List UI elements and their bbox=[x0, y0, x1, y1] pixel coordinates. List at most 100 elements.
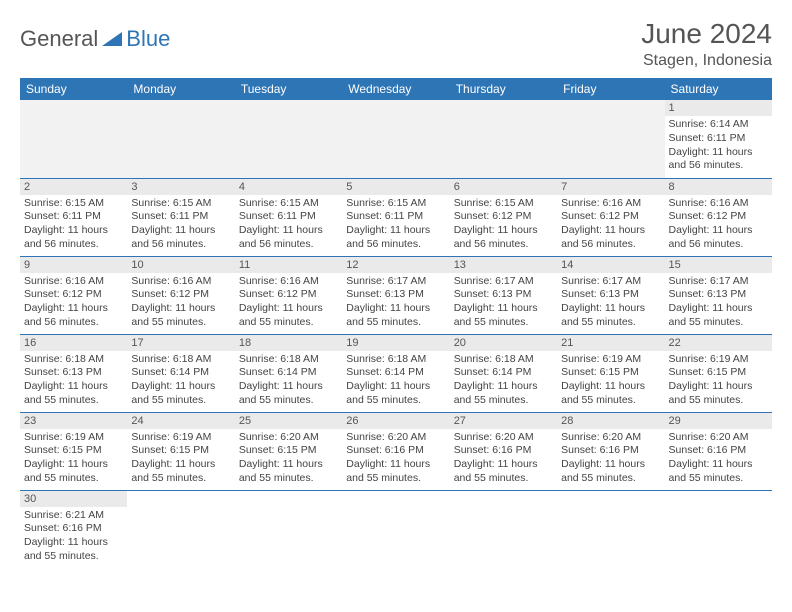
day-number: 13 bbox=[450, 257, 557, 273]
sunset-text: Sunset: 6:16 PM bbox=[24, 522, 123, 536]
daylight-text: Daylight: 11 hours and 56 minutes. bbox=[239, 224, 338, 251]
sunrise-text: Sunrise: 6:15 AM bbox=[454, 197, 553, 211]
location-label: Stagen, Indonesia bbox=[641, 52, 772, 70]
brand-logo: GeneralBlue bbox=[20, 26, 170, 52]
daylight-text: Daylight: 11 hours and 55 minutes. bbox=[24, 536, 123, 563]
calendar-cell: 24Sunrise: 6:19 AMSunset: 6:15 PMDayligh… bbox=[127, 412, 234, 490]
day-number: 7 bbox=[557, 179, 664, 195]
daylight-text: Daylight: 11 hours and 55 minutes. bbox=[346, 458, 445, 485]
sunrise-text: Sunrise: 6:16 AM bbox=[239, 275, 338, 289]
calendar-cell: 19Sunrise: 6:18 AMSunset: 6:14 PMDayligh… bbox=[342, 334, 449, 412]
sunrise-text: Sunrise: 6:14 AM bbox=[669, 118, 768, 132]
sunrise-text: Sunrise: 6:21 AM bbox=[24, 509, 123, 523]
day-number: 30 bbox=[20, 491, 127, 507]
calendar-row: 2Sunrise: 6:15 AMSunset: 6:11 PMDaylight… bbox=[20, 178, 772, 256]
sunset-text: Sunset: 6:16 PM bbox=[669, 444, 768, 458]
sunrise-text: Sunrise: 6:20 AM bbox=[346, 431, 445, 445]
calendar-cell: 1Sunrise: 6:14 AMSunset: 6:11 PMDaylight… bbox=[665, 100, 772, 178]
calendar-cell-empty bbox=[342, 490, 449, 568]
sunset-text: Sunset: 6:13 PM bbox=[561, 288, 660, 302]
calendar-cell: 26Sunrise: 6:20 AMSunset: 6:16 PMDayligh… bbox=[342, 412, 449, 490]
calendar-cell: 25Sunrise: 6:20 AMSunset: 6:15 PMDayligh… bbox=[235, 412, 342, 490]
sunset-text: Sunset: 6:15 PM bbox=[239, 444, 338, 458]
sunset-text: Sunset: 6:11 PM bbox=[239, 210, 338, 224]
sunset-text: Sunset: 6:12 PM bbox=[669, 210, 768, 224]
calendar-cell: 23Sunrise: 6:19 AMSunset: 6:15 PMDayligh… bbox=[20, 412, 127, 490]
calendar-row: 30 Sunrise: 6:21 AMSunset: 6:16 PMDayligh… bbox=[20, 490, 772, 568]
sunset-text: Sunset: 6:14 PM bbox=[346, 366, 445, 380]
sunrise-text: Sunrise: 6:19 AM bbox=[24, 431, 123, 445]
day-number: 5 bbox=[342, 179, 449, 195]
calendar-cell: 17Sunrise: 6:18 AMSunset: 6:14 PMDayligh… bbox=[127, 334, 234, 412]
calendar-cell-empty bbox=[127, 490, 234, 568]
sunrise-text: Sunrise: 6:16 AM bbox=[561, 197, 660, 211]
daylight-text: Daylight: 11 hours and 55 minutes. bbox=[669, 302, 768, 329]
sunrise-text: Sunrise: 6:18 AM bbox=[454, 353, 553, 367]
sunrise-text: Sunrise: 6:16 AM bbox=[131, 275, 230, 289]
daylight-text: Daylight: 11 hours and 56 minutes. bbox=[131, 224, 230, 251]
day-number: 16 bbox=[20, 335, 127, 351]
calendar-cell: 2Sunrise: 6:15 AMSunset: 6:11 PMDaylight… bbox=[20, 178, 127, 256]
daylight-text: Daylight: 11 hours and 55 minutes. bbox=[454, 302, 553, 329]
day-number: 22 bbox=[665, 335, 772, 351]
day-number: 25 bbox=[235, 413, 342, 429]
sunset-text: Sunset: 6:11 PM bbox=[669, 132, 768, 146]
sunrise-text: Sunrise: 6:19 AM bbox=[131, 431, 230, 445]
day-number: 27 bbox=[450, 413, 557, 429]
sunset-text: Sunset: 6:11 PM bbox=[24, 210, 123, 224]
calendar-row: 1Sunrise: 6:14 AMSunset: 6:11 PMDaylight… bbox=[20, 100, 772, 178]
sunrise-text: Sunrise: 6:17 AM bbox=[454, 275, 553, 289]
brand-part1: General bbox=[20, 26, 98, 52]
calendar-cell: 10 Sunrise: 6:16 AMSunset: 6:12 PMDayligh… bbox=[127, 256, 234, 334]
daylight-text: Daylight: 11 hours and 56 minutes. bbox=[669, 146, 768, 173]
calendar-row: 23Sunrise: 6:19 AMSunset: 6:15 PMDayligh… bbox=[20, 412, 772, 490]
sunrise-text: Sunrise: 6:17 AM bbox=[561, 275, 660, 289]
sunrise-text: Sunrise: 6:16 AM bbox=[24, 275, 123, 289]
daylight-text: Daylight: 11 hours and 55 minutes. bbox=[346, 380, 445, 407]
daylight-text: Daylight: 11 hours and 55 minutes. bbox=[669, 458, 768, 485]
sunset-text: Sunset: 6:15 PM bbox=[131, 444, 230, 458]
daylight-text: Daylight: 11 hours and 55 minutes. bbox=[454, 380, 553, 407]
sunset-text: Sunset: 6:13 PM bbox=[669, 288, 768, 302]
sunrise-text: Sunrise: 6:15 AM bbox=[239, 197, 338, 211]
sunrise-text: Sunrise: 6:20 AM bbox=[239, 431, 338, 445]
calendar-cell: 12Sunrise: 6:17 AMSunset: 6:13 PMDayligh… bbox=[342, 256, 449, 334]
day-number: 20 bbox=[450, 335, 557, 351]
sunrise-text: Sunrise: 6:16 AM bbox=[669, 197, 768, 211]
daylight-text: Daylight: 11 hours and 55 minutes. bbox=[131, 302, 230, 329]
sunset-text: Sunset: 6:15 PM bbox=[669, 366, 768, 380]
weekday-header: Wednesday bbox=[342, 78, 449, 100]
sunrise-text: Sunrise: 6:17 AM bbox=[346, 275, 445, 289]
daylight-text: Daylight: 11 hours and 55 minutes. bbox=[669, 380, 768, 407]
daylight-text: Daylight: 11 hours and 55 minutes. bbox=[239, 302, 338, 329]
sunset-text: Sunset: 6:16 PM bbox=[561, 444, 660, 458]
daylight-text: Daylight: 11 hours and 55 minutes. bbox=[561, 302, 660, 329]
calendar-cell: 18Sunrise: 6:18 AMSunset: 6:14 PMDayligh… bbox=[235, 334, 342, 412]
day-number: 6 bbox=[450, 179, 557, 195]
sail-icon bbox=[102, 30, 124, 48]
weekday-header: Monday bbox=[127, 78, 234, 100]
daylight-text: Daylight: 11 hours and 55 minutes. bbox=[24, 458, 123, 485]
daylight-text: Daylight: 11 hours and 55 minutes. bbox=[131, 380, 230, 407]
calendar-cell: 21Sunrise: 6:19 AMSunset: 6:15 PMDayligh… bbox=[557, 334, 664, 412]
daylight-text: Daylight: 11 hours and 55 minutes. bbox=[239, 380, 338, 407]
calendar-cell: 13Sunrise: 6:17 AMSunset: 6:13 PMDayligh… bbox=[450, 256, 557, 334]
daylight-text: Daylight: 11 hours and 55 minutes. bbox=[561, 458, 660, 485]
day-number: 10 bbox=[127, 257, 234, 273]
daylight-text: Daylight: 11 hours and 56 minutes. bbox=[346, 224, 445, 251]
sunset-text: Sunset: 6:11 PM bbox=[346, 210, 445, 224]
title-block: June 2024 Stagen, Indonesia bbox=[641, 18, 772, 70]
sunset-text: Sunset: 6:12 PM bbox=[561, 210, 660, 224]
sunset-text: Sunset: 6:14 PM bbox=[454, 366, 553, 380]
sunset-text: Sunset: 6:12 PM bbox=[131, 288, 230, 302]
sunrise-text: Sunrise: 6:15 AM bbox=[346, 197, 445, 211]
calendar-cell: 8Sunrise: 6:16 AMSunset: 6:12 PMDaylight… bbox=[665, 178, 772, 256]
sunrise-text: Sunrise: 6:19 AM bbox=[561, 353, 660, 367]
sunset-text: Sunset: 6:12 PM bbox=[239, 288, 338, 302]
day-number: 11 bbox=[235, 257, 342, 273]
sunrise-text: Sunrise: 6:20 AM bbox=[454, 431, 553, 445]
day-number: 18 bbox=[235, 335, 342, 351]
calendar-row: 16Sunrise: 6:18 AMSunset: 6:13 PMDayligh… bbox=[20, 334, 772, 412]
calendar-cell: 20 Sunrise: 6:18 AMSunset: 6:14 PMDayligh… bbox=[450, 334, 557, 412]
calendar-cell: 29Sunrise: 6:20 AMSunset: 6:16 PMDayligh… bbox=[665, 412, 772, 490]
